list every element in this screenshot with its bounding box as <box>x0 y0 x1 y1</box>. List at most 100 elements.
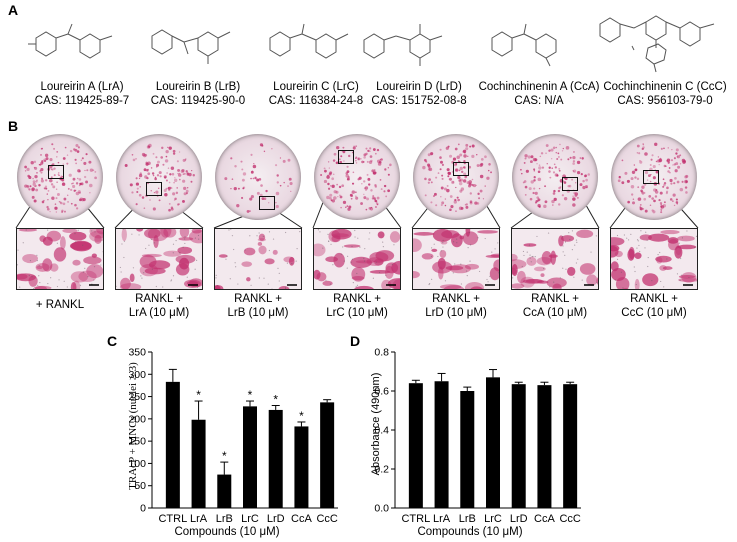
treatment-line1: RANKL + <box>234 293 282 305</box>
treatment-label-lra: RANKL + LrA (10 μM) <box>110 292 208 320</box>
compound-cas: CAS: 119425-89-7 <box>34 95 130 107</box>
x-tick-label: LrB <box>459 513 476 525</box>
zoomed-micrograph <box>313 228 401 290</box>
treatment-label-rankl: + RANKL <box>11 298 109 312</box>
zoomed-micrograph <box>412 228 500 290</box>
compound-cas: CAS: 956103-79-0 <box>617 95 713 107</box>
bar-lrb <box>217 474 232 508</box>
compound-cas: CAS: 151752-08-8 <box>371 95 467 107</box>
panel-label-d: D <box>350 333 361 349</box>
compound-cca: Cochinchinenin A (CcA) CAS: N/A <box>470 80 608 108</box>
treatment-line2: CcA (10 μM) <box>522 307 588 319</box>
region-of-interest-box <box>48 165 64 179</box>
zoomed-micrograph <box>115 228 203 290</box>
compound-lrd: Loureirin D (LrD) CAS: 151752-08-8 <box>359 80 479 108</box>
bar-cca <box>537 385 552 508</box>
x-tick-label: LrD <box>510 513 528 525</box>
y-axis-label: Absorbance (490nm) <box>370 373 382 476</box>
treatment-line2: CcC (10 μM) <box>621 307 687 319</box>
bar-ctrl <box>408 383 423 508</box>
treatment-line2: LrB (10 μM) <box>227 307 289 319</box>
bar-lrc <box>243 406 257 508</box>
treatment-label-lrd: RANKL + LrD (10 μM) <box>407 292 505 320</box>
osteoclast-stain-pattern <box>611 230 697 289</box>
chart-trap-mncs: TRAcP + MNCs (nuclei ≥ 3) Compounds (10 … <box>127 347 338 538</box>
bar-ccc <box>320 402 335 508</box>
compound-name: Loureirin D (LrD) <box>376 81 462 93</box>
bar-lrc <box>486 377 500 508</box>
bar-cca <box>294 426 309 508</box>
bar-ctrl <box>165 381 180 508</box>
structure-lra <box>28 23 113 59</box>
y-tick-label: 300 <box>128 369 146 381</box>
x-tick-label: CTRL <box>401 513 430 525</box>
x-axis-label: Compounds (10 μM) <box>417 526 522 538</box>
compound-lrb: Loureirin B (LrB) CAS: 119425-90-0 <box>138 80 258 108</box>
compound-name: Loureirin C (LrC) <box>273 81 359 93</box>
osteoclast-stain-pattern <box>413 229 499 289</box>
x-axis-label: Compounds (10 μM) <box>174 526 279 538</box>
treatment-label-lrc: RANKL + LrC (10 μM) <box>308 292 406 320</box>
y-tick-label: 200 <box>128 413 146 425</box>
panel-label-b: B <box>8 118 19 134</box>
zoomed-micrograph <box>16 228 104 290</box>
osteoclast-stain-pattern <box>314 229 400 289</box>
compound-cas: CAS: N/A <box>514 95 564 107</box>
bar-lra <box>191 419 206 508</box>
culture-dish <box>215 134 301 220</box>
y-tick-label: 100 <box>128 458 146 470</box>
structure-lrb <box>151 29 231 64</box>
structure-lrc <box>269 23 349 59</box>
treatment-line1: RANKL + <box>333 293 381 305</box>
bar-ccc <box>563 384 578 508</box>
structure-lrd <box>363 24 443 66</box>
x-tick-label: CcA <box>291 513 312 525</box>
y-tick-label: 0.6 <box>374 386 389 398</box>
dish-stain-pattern <box>124 143 195 212</box>
significance-marker: * <box>196 388 201 402</box>
compound-lra: Loureirin A (LrA) CAS: 119425-89-7 <box>22 80 142 108</box>
x-tick-label: CcC <box>316 513 337 525</box>
treatment-line1: RANKL + <box>432 293 480 305</box>
culture-dish <box>17 134 103 220</box>
dish-stain-pattern <box>617 142 689 214</box>
chart-absorbance: Absorbance (490nm) Compounds (10 μM) 0.0… <box>370 347 581 538</box>
osteoclast-stain-pattern <box>116 229 202 289</box>
culture-dish <box>611 134 697 220</box>
x-tick-label: LrC <box>484 513 502 525</box>
region-of-interest-box <box>643 170 659 184</box>
dish-stain-pattern <box>224 143 293 213</box>
y-tick-label: 0 <box>140 503 146 515</box>
compound-cas: CAS: 119425-90-0 <box>150 95 246 107</box>
treatment-line1: + RANKL <box>35 299 85 311</box>
osteoclast-stain-pattern <box>512 229 598 289</box>
zoomed-micrograph <box>511 228 599 290</box>
dish-stain-pattern <box>520 143 590 209</box>
bar-lrd <box>511 384 526 508</box>
structure-cca <box>491 23 557 67</box>
significance-marker: * <box>299 409 304 423</box>
x-tick-label: LrD <box>267 513 285 525</box>
x-tick-label: CcC <box>559 513 580 525</box>
dish-stain-pattern <box>320 145 392 211</box>
significance-marker: * <box>248 388 253 402</box>
y-tick-label: 0.0 <box>374 503 389 515</box>
x-tick-label: LrA <box>190 513 208 525</box>
compound-name: Loureirin A (LrA) <box>40 81 124 93</box>
treatment-line1: RANKL + <box>531 293 579 305</box>
zoomed-micrograph <box>610 228 698 290</box>
culture-dish <box>413 134 499 220</box>
region-of-interest-box <box>562 177 578 191</box>
y-tick-label: 0.2 <box>374 464 389 476</box>
structure-ccc <box>599 15 715 73</box>
y-tick-label: 350 <box>128 347 146 359</box>
compound-name: Cochinchinenin A (CcA) <box>478 81 600 93</box>
x-tick-label: CcA <box>534 513 555 525</box>
culture-dish <box>512 134 598 220</box>
treatment-line1: RANKL + <box>135 293 183 305</box>
zoomed-micrograph <box>214 228 302 290</box>
y-tick-label: 0.8 <box>374 347 389 359</box>
treatment-line1: RANKL + <box>630 293 678 305</box>
bar-lrb <box>460 391 475 508</box>
compound-name: Loureirin B (LrB) <box>155 81 241 93</box>
